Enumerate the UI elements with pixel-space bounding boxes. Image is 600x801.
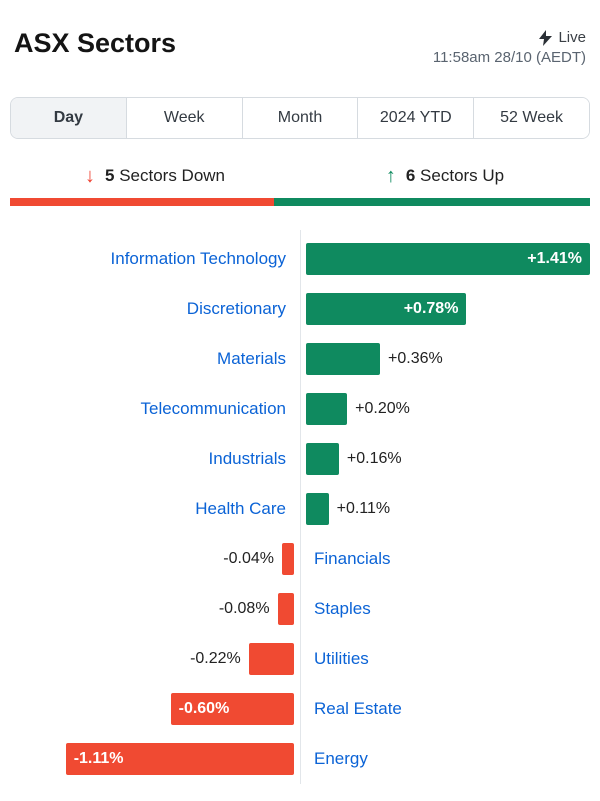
sector-label[interactable]: Materials — [209, 349, 294, 369]
tab-month[interactable]: Month — [242, 98, 358, 138]
sector-row: Materials +0.36% — [10, 334, 590, 384]
sector-value: +0.11% — [329, 500, 399, 518]
sector-row: Information Technology +1.41% — [10, 234, 590, 284]
sector-bar — [278, 593, 294, 625]
sector-label[interactable]: Real Estate — [306, 699, 410, 719]
sector-value: -0.60% — [171, 700, 238, 718]
sector-value: +0.16% — [339, 450, 410, 468]
sector-bar — [306, 393, 347, 425]
bolt-icon — [539, 30, 552, 46]
sector-value: -0.22% — [182, 650, 249, 668]
sector-row: -0.60% Real Estate — [10, 684, 590, 734]
sector-label[interactable]: Utilities — [306, 649, 377, 669]
sector-value: -0.08% — [211, 600, 278, 618]
live-status: Live 11:58am 28/10 (AEDT) — [433, 28, 586, 69]
sector-label[interactable]: Discretionary — [179, 299, 294, 319]
arrow-down-icon: ↓ — [85, 165, 95, 188]
sector-label[interactable]: Staples — [306, 599, 379, 619]
summary-strip-down — [10, 198, 274, 206]
sectors-up-summary: ↑ 6 Sectors Up — [300, 159, 590, 198]
summary-strip-up — [274, 198, 590, 206]
sector-bar: -0.60% — [171, 693, 294, 725]
sector-bar: +1.41% — [306, 243, 590, 275]
timeframe-tabs: DayWeekMonth2024 YTD52 Week — [10, 97, 590, 139]
tab-day[interactable]: Day — [11, 98, 126, 138]
sector-value: +0.20% — [347, 400, 418, 418]
up-text: Sectors Up — [420, 166, 504, 185]
down-text: Sectors Down — [119, 166, 225, 185]
page-title: ASX Sectors — [14, 28, 176, 59]
header: ASX Sectors Live 11:58am 28/10 (AEDT) — [10, 28, 590, 69]
sector-bar — [306, 493, 329, 525]
sector-label[interactable]: Telecommunication — [132, 399, 294, 419]
sectors-down-summary: ↓ 5 Sectors Down — [10, 159, 300, 198]
sector-label[interactable]: Energy — [306, 749, 376, 769]
sector-value: +0.78% — [396, 300, 467, 318]
live-label: Live — [558, 28, 586, 48]
sector-row: Health Care +0.11% — [10, 484, 590, 534]
down-count: 5 — [105, 166, 114, 185]
sector-chart: Information Technology +1.41% Discretionar… — [10, 230, 590, 784]
sector-bar: +0.78% — [306, 293, 466, 325]
sector-value: +0.36% — [380, 350, 451, 368]
sector-label[interactable]: Financials — [306, 549, 399, 569]
sector-row: -1.11% Energy — [10, 734, 590, 784]
summary-strip — [10, 198, 590, 206]
summary-row: ↓ 5 Sectors Down ↑ 6 Sectors Up — [10, 159, 590, 198]
sector-value: -0.04% — [215, 550, 282, 568]
sector-label[interactable]: Industrials — [201, 449, 294, 469]
sector-row: -0.08% Staples — [10, 584, 590, 634]
sector-label[interactable]: Health Care — [187, 499, 294, 519]
sector-row: -0.22% Utilities — [10, 634, 590, 684]
timestamp: 11:58am 28/10 (AEDT) — [433, 48, 586, 68]
sector-bar — [306, 443, 339, 475]
sector-bar — [249, 643, 294, 675]
sector-bar — [306, 343, 380, 375]
sector-bar: -1.11% — [66, 743, 294, 775]
tab-2024-ytd[interactable]: 2024 YTD — [357, 98, 473, 138]
tab-week[interactable]: Week — [126, 98, 242, 138]
sector-row: Discretionary +0.78% — [10, 284, 590, 334]
sector-value: +1.41% — [519, 250, 590, 268]
sector-row: Industrials +0.16% — [10, 434, 590, 484]
sector-row: Telecommunication +0.20% — [10, 384, 590, 434]
up-count: 6 — [406, 166, 415, 185]
sector-value: -1.11% — [66, 750, 132, 768]
sector-row: -0.04% Financials — [10, 534, 590, 584]
arrow-up-icon: ↑ — [386, 165, 396, 188]
tab-52-week[interactable]: 52 Week — [473, 98, 589, 138]
sector-label[interactable]: Information Technology — [103, 249, 294, 269]
sector-bar — [282, 543, 294, 575]
